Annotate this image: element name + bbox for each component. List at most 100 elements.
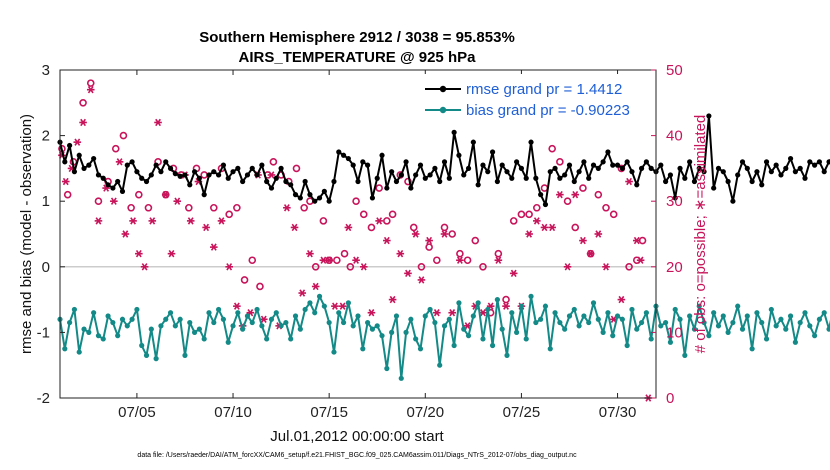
obs-possible-marker bbox=[248, 256, 257, 265]
bias-point bbox=[518, 303, 525, 309]
bias-point bbox=[812, 333, 818, 339]
obs-possible-marker bbox=[609, 210, 618, 219]
bias-point bbox=[687, 313, 693, 319]
rmse-point bbox=[67, 142, 73, 149]
rmse-point bbox=[254, 172, 260, 178]
obs-possible-marker bbox=[494, 249, 503, 258]
bias-point bbox=[821, 310, 827, 316]
bias-point bbox=[379, 333, 385, 339]
bias-point bbox=[172, 323, 178, 329]
bias-point bbox=[711, 310, 717, 316]
obs-assimilated-marker bbox=[217, 217, 226, 225]
obs-possible-marker bbox=[440, 223, 449, 232]
rmse-point bbox=[614, 162, 621, 168]
bias-point bbox=[629, 306, 635, 313]
bias-point bbox=[417, 346, 424, 352]
obs-assimilated-marker bbox=[383, 236, 391, 245]
rmse-point bbox=[451, 129, 457, 135]
bias-point bbox=[562, 326, 568, 332]
y-tick-label: 2 bbox=[42, 128, 50, 145]
rmse-point bbox=[797, 165, 803, 171]
y-tick-label: 0 bbox=[42, 259, 50, 276]
plot-area: 07/05 07/10 07/15 07/20 07/25 07/30 -2-10123 … bbox=[37, 62, 830, 421]
obs-assimilated-marker bbox=[121, 230, 130, 238]
bias-point bbox=[182, 352, 188, 358]
obs-possible-marker bbox=[269, 158, 278, 166]
obs-assimilated-marker bbox=[233, 302, 241, 310]
obs-assimilated-marker bbox=[338, 302, 347, 310]
y-right-tick-label: 40 bbox=[666, 128, 683, 145]
plot-frame-top bbox=[59, 69, 657, 399]
x-tick-label: 07/30 bbox=[599, 404, 637, 421]
obs-assimilated-marker bbox=[425, 236, 433, 245]
rmse-point bbox=[220, 162, 227, 168]
obs-assimilated-marker bbox=[283, 204, 291, 212]
bias-point bbox=[778, 316, 784, 322]
data-file-footer: data file: /Users/raeder/DAI/ATM_forcXX/… bbox=[137, 452, 577, 459]
bias-point bbox=[389, 329, 395, 335]
rmse-point bbox=[672, 195, 678, 201]
bias-point bbox=[225, 339, 231, 345]
rmse-point bbox=[667, 172, 674, 178]
rmse-point bbox=[297, 195, 303, 201]
rmse-point bbox=[557, 175, 563, 181]
bias-point bbox=[504, 352, 510, 358]
rmse-point bbox=[374, 175, 380, 181]
obs-possible-marker bbox=[111, 144, 120, 153]
bias-point bbox=[720, 313, 726, 319]
bias-point bbox=[816, 316, 823, 322]
bias-series bbox=[57, 293, 830, 381]
rmse-point bbox=[754, 169, 760, 175]
rmse-point bbox=[355, 178, 361, 185]
obs-assimilated-marker bbox=[79, 118, 87, 127]
rmse-point bbox=[134, 169, 140, 175]
bias-point bbox=[249, 319, 255, 326]
obs-possible-marker bbox=[471, 236, 480, 245]
bias-point bbox=[403, 329, 409, 335]
rmse-point bbox=[321, 188, 327, 194]
bias-point bbox=[706, 333, 712, 339]
rmse-point bbox=[547, 169, 553, 175]
bias-point bbox=[730, 319, 736, 326]
bias-point bbox=[158, 323, 164, 329]
bias-point bbox=[590, 300, 597, 306]
rmse-point bbox=[326, 198, 332, 204]
y-right-tick-label: 0 bbox=[666, 390, 674, 407]
rmse-point bbox=[566, 162, 573, 168]
obs-assimilated-marker bbox=[140, 263, 149, 271]
rmse-point bbox=[129, 159, 135, 165]
rmse-point bbox=[216, 172, 222, 178]
rmse-point bbox=[244, 172, 251, 178]
bias-point bbox=[244, 313, 251, 319]
bias-point bbox=[100, 336, 106, 342]
rmse-point bbox=[292, 192, 299, 198]
rmse-point bbox=[316, 195, 323, 201]
bias-point bbox=[571, 306, 577, 313]
rmse-point bbox=[807, 159, 813, 165]
bias-point bbox=[547, 346, 553, 352]
bias-point bbox=[163, 316, 169, 322]
rmse-point bbox=[562, 172, 568, 178]
bias-point bbox=[283, 319, 289, 326]
obs-possible-marker bbox=[509, 217, 518, 225]
obs-assimilated-marker bbox=[202, 223, 210, 232]
rmse-point bbox=[206, 172, 212, 178]
rmse-point bbox=[235, 165, 241, 171]
obs-assimilated-marker bbox=[154, 118, 162, 127]
bias-point bbox=[355, 313, 361, 319]
rmse-point bbox=[441, 159, 448, 165]
bias-point bbox=[331, 349, 337, 355]
bias-point bbox=[264, 336, 270, 342]
obs-assimilated-marker bbox=[440, 230, 449, 238]
obs-assimilated-marker bbox=[456, 256, 464, 264]
obs-possible-marker bbox=[388, 210, 397, 219]
obs-assimilated-marker bbox=[161, 190, 170, 199]
bias-point bbox=[220, 316, 227, 322]
rmse-point bbox=[163, 159, 169, 165]
rmse-point bbox=[812, 162, 818, 168]
bias-point bbox=[427, 306, 433, 313]
bias-point bbox=[763, 336, 770, 342]
bias-point bbox=[523, 336, 529, 342]
rmse-point bbox=[432, 165, 438, 171]
obs-assimilated-marker bbox=[625, 177, 633, 186]
